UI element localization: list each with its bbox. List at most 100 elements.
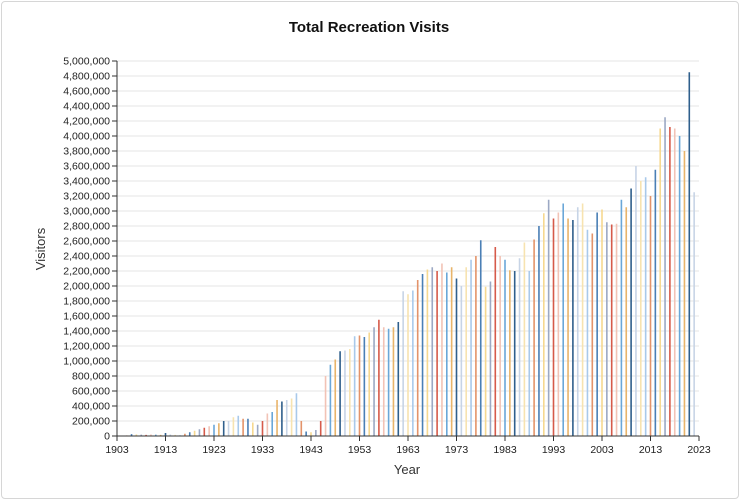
y-tick-label: 1,800,000 xyxy=(63,296,110,308)
bar-1920 xyxy=(198,429,201,436)
bar-1950 xyxy=(344,350,346,436)
x-tick-label: 1943 xyxy=(299,444,323,456)
bar-2022 xyxy=(693,192,695,436)
bar-1956 xyxy=(373,327,375,436)
y-tick-label: 2,200,000 xyxy=(63,266,110,278)
y-tick-label: 4,600,000 xyxy=(63,86,110,98)
bar-2002 xyxy=(596,212,598,436)
bar-1970 xyxy=(441,263,443,436)
bar-1907 xyxy=(135,434,138,436)
bar-1974 xyxy=(460,286,463,436)
bar-1975 xyxy=(465,267,467,436)
y-tick-label: 4,000,000 xyxy=(63,131,110,143)
bars xyxy=(121,72,695,436)
x-tick-label: 2003 xyxy=(590,444,614,456)
bar-2009 xyxy=(630,188,632,436)
x-tick-label: 1983 xyxy=(493,444,517,456)
bar-1931 xyxy=(252,422,254,436)
x-tick-label: 1913 xyxy=(154,444,178,456)
bar-1935 xyxy=(271,412,273,436)
y-tick-label: 200,000 xyxy=(72,416,110,428)
bar-2005 xyxy=(610,224,613,436)
bar-1936 xyxy=(276,400,278,436)
bar-1944 xyxy=(315,430,317,436)
chart-title: Total Recreation Visits xyxy=(289,19,449,36)
bar-1934 xyxy=(266,413,269,436)
axes: 0 200,000 400,000 600,000 800,000 1,000,000 1,… xyxy=(63,56,711,457)
bar-1991 xyxy=(543,213,545,436)
y-tick-label: 0 xyxy=(104,431,110,443)
bar-1938 xyxy=(285,400,288,436)
bar-1986 xyxy=(518,258,521,436)
bar-1923 xyxy=(213,424,215,436)
bar-1908 xyxy=(140,434,143,436)
x-tick-label: 1933 xyxy=(251,444,275,456)
bar-1941 xyxy=(300,421,303,436)
y-tick-label: 4,400,000 xyxy=(63,101,110,113)
bar-1951 xyxy=(349,349,351,436)
x-tick-label: 1963 xyxy=(396,444,420,456)
bar-1943 xyxy=(310,432,312,436)
bar-1976 xyxy=(470,259,472,436)
bar-1955 xyxy=(368,332,370,436)
bar-1966 xyxy=(421,274,424,436)
bar-1924 xyxy=(218,423,220,436)
x-tick-label: 2013 xyxy=(639,444,663,456)
bar-2012 xyxy=(644,177,647,436)
bar-1947 xyxy=(329,364,332,436)
bar-1972 xyxy=(450,267,453,436)
bar-1932 xyxy=(256,424,259,436)
bar-1965 xyxy=(416,280,419,436)
bar-1928 xyxy=(237,415,240,436)
bar-1930 xyxy=(247,418,249,436)
bar-1996 xyxy=(567,218,569,436)
bar-1937 xyxy=(281,401,283,436)
y-tick-label: 3,600,000 xyxy=(63,161,110,173)
bar-1957 xyxy=(378,319,380,436)
bar-1925 xyxy=(222,421,225,436)
bar-1990 xyxy=(538,226,540,436)
bar-1913 xyxy=(164,433,167,436)
bar-2017 xyxy=(669,127,671,436)
bar-1978 xyxy=(479,240,482,436)
bar-2006 xyxy=(615,223,618,436)
bar-1971 xyxy=(446,272,448,436)
bar-1982 xyxy=(499,256,501,436)
x-tick-label: 1953 xyxy=(348,444,372,456)
bar-1983 xyxy=(504,259,506,436)
bar-1962 xyxy=(402,291,404,436)
bar-1968 xyxy=(431,267,434,436)
bar-1929 xyxy=(242,418,244,436)
x-axis-label: Year xyxy=(394,462,421,477)
y-tick-label: 2,800,000 xyxy=(63,221,110,233)
bar-1960 xyxy=(392,327,395,436)
x-tick-label: 2023 xyxy=(687,444,711,456)
bar-1989 xyxy=(533,239,535,436)
bar-1919 xyxy=(193,430,196,436)
y-tick-label: 4,800,000 xyxy=(63,71,110,83)
bar-1984 xyxy=(509,270,511,436)
bar-1942 xyxy=(305,431,307,436)
bar-1963 xyxy=(407,294,409,436)
y-tick-label: 2,400,000 xyxy=(63,251,110,263)
bar-1980 xyxy=(489,281,492,436)
x-tick-label: 1903 xyxy=(105,444,129,456)
bar-1993 xyxy=(552,218,555,436)
bar-1948 xyxy=(334,359,337,436)
bar-1961 xyxy=(397,322,400,436)
bar-1945 xyxy=(319,421,322,436)
y-tick-label: 800,000 xyxy=(72,371,110,383)
bar-1973 xyxy=(455,278,458,436)
bar-1969 xyxy=(436,271,438,436)
bar-2019 xyxy=(678,136,681,436)
bar-2021 xyxy=(688,72,691,436)
bar-2008 xyxy=(625,207,628,436)
bar-2015 xyxy=(659,128,661,436)
bar-1998 xyxy=(576,207,579,436)
bar-2016 xyxy=(664,117,666,436)
x-tick-label: 1973 xyxy=(445,444,469,456)
bar-1915 xyxy=(174,434,176,436)
y-tick-label: 2,600,000 xyxy=(63,236,110,248)
y-tick-label: 1,000,000 xyxy=(63,356,110,368)
bar-1981 xyxy=(494,247,497,436)
